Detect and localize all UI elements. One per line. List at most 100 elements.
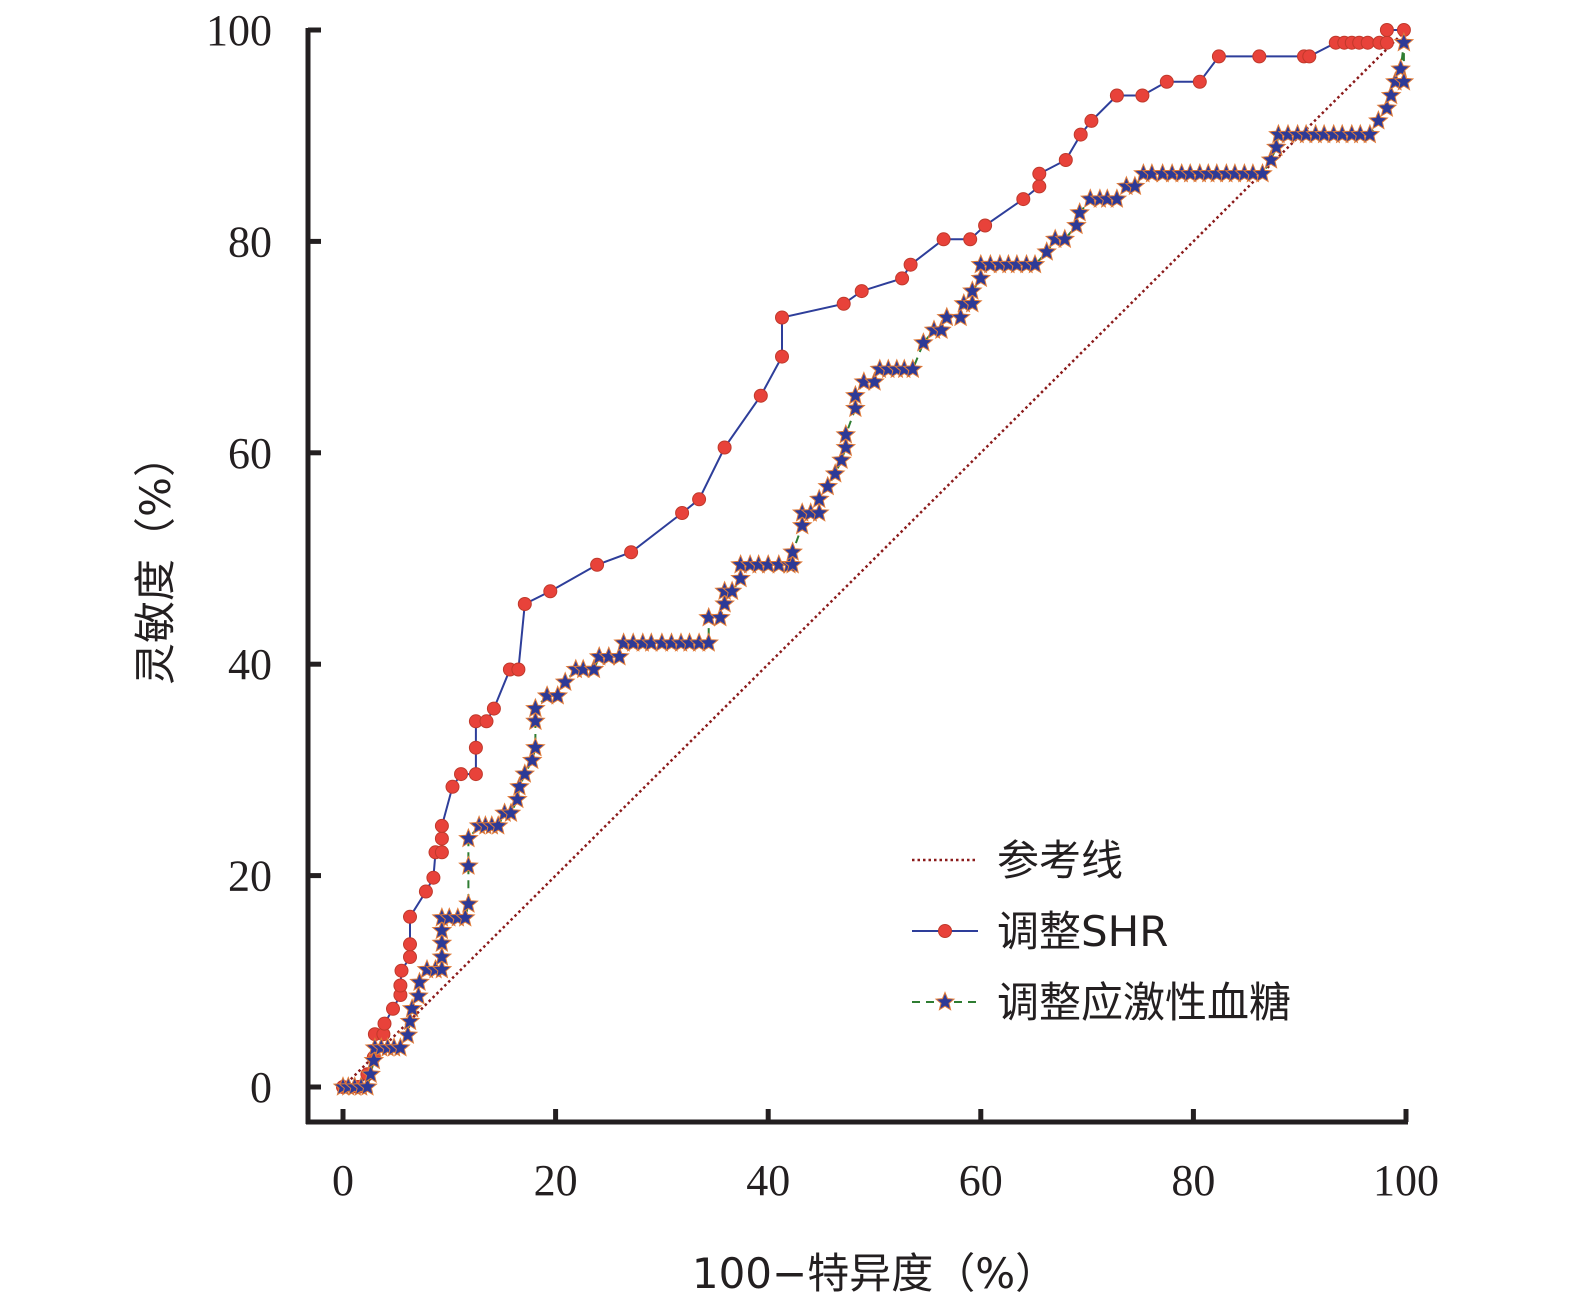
data-point (386, 1001, 400, 1016)
data-point (1032, 166, 1047, 181)
data-point (426, 870, 441, 885)
data-point (1106, 188, 1128, 208)
data-point (468, 767, 483, 782)
data-point (836, 296, 851, 311)
data-point (1135, 88, 1150, 103)
data-point (434, 831, 449, 846)
data-point (1069, 202, 1090, 222)
legend-item: 调整SHR (912, 907, 1168, 956)
data-point (835, 436, 857, 457)
data-point (1032, 179, 1047, 194)
data-point (487, 815, 509, 835)
data-point (454, 767, 468, 782)
data-point (753, 388, 768, 403)
data-point (775, 349, 789, 364)
data-point (554, 671, 576, 691)
series-shr (336, 23, 1411, 1094)
data-point (808, 502, 830, 522)
data-point (1390, 58, 1411, 78)
series-line (343, 42, 1405, 1088)
data-point (1379, 35, 1394, 50)
data-point (409, 971, 430, 992)
data-point (401, 997, 423, 1018)
data-point (1359, 123, 1381, 144)
data-point (431, 932, 453, 952)
data-point (1211, 49, 1226, 64)
data-point (1054, 228, 1076, 249)
data-point (403, 950, 417, 964)
data-point (479, 714, 494, 729)
data-point (525, 736, 546, 757)
data-point (408, 985, 429, 1005)
data-point (418, 884, 433, 899)
legend-marker (938, 924, 952, 938)
data-point (962, 292, 983, 313)
data-point (775, 310, 789, 325)
data-point (903, 257, 918, 272)
y-tick-label: 60 (228, 429, 272, 478)
data-point (835, 423, 857, 444)
data-point (854, 284, 869, 299)
data-point (500, 802, 522, 822)
data-point (1036, 241, 1057, 261)
data-point (486, 701, 501, 716)
data-point (714, 593, 735, 613)
series-stress-glucose (332, 31, 1415, 1096)
x-tick-label: 40 (746, 1156, 790, 1205)
data-point (845, 397, 866, 418)
data-point (913, 332, 934, 352)
data-point (962, 280, 983, 300)
data-point (1380, 84, 1402, 105)
data-point (1066, 214, 1087, 235)
data-point (730, 567, 751, 588)
data-point (1016, 192, 1031, 207)
data-point (431, 946, 453, 966)
x-tick-label: 100 (1373, 1156, 1439, 1205)
data-point (458, 827, 479, 848)
x-tick-label: 20 (534, 1156, 578, 1205)
data-point (1368, 110, 1389, 130)
data-point (363, 1049, 385, 1070)
data-point (509, 775, 530, 796)
data-point (895, 271, 910, 286)
data-point (1109, 88, 1124, 103)
axes: 0 20 40 60 80 100 0 20 40 60 80 100 100−特异度（%） 灵敏度（%） (131, 6, 1439, 1298)
plot-area (332, 23, 1415, 1096)
data-point (1260, 149, 1282, 169)
data-point (393, 978, 408, 993)
data-point (507, 788, 528, 809)
data-point (808, 488, 830, 509)
x-axis-title: 100−特异度（%） (692, 1249, 1057, 1298)
data-point (377, 1016, 392, 1031)
data-point (845, 384, 866, 405)
data-point (717, 440, 732, 455)
data-point (431, 958, 453, 979)
data-point (1192, 74, 1207, 89)
data-point (458, 855, 479, 875)
data-point (525, 710, 546, 731)
series-reference-line (342, 29, 1407, 1088)
data-point (431, 919, 453, 940)
data-point (517, 597, 532, 611)
data-point (824, 463, 846, 483)
data-point (399, 1010, 421, 1031)
data-point (357, 1076, 378, 1096)
data-point (936, 232, 951, 247)
data-point (1393, 31, 1415, 52)
data-point (978, 218, 993, 233)
data-point (454, 907, 476, 927)
data-point (445, 779, 460, 794)
data-point (698, 632, 719, 652)
data-point (543, 584, 558, 599)
data-point (1058, 153, 1073, 167)
data-point (434, 845, 449, 860)
data-point (403, 937, 417, 952)
data-point (950, 306, 971, 327)
data-point (1024, 253, 1046, 274)
data-point (902, 358, 924, 379)
data-point (721, 580, 743, 601)
data-point (1376, 97, 1398, 117)
data-point (521, 749, 543, 770)
data-point (817, 475, 839, 496)
data-point (791, 514, 813, 535)
